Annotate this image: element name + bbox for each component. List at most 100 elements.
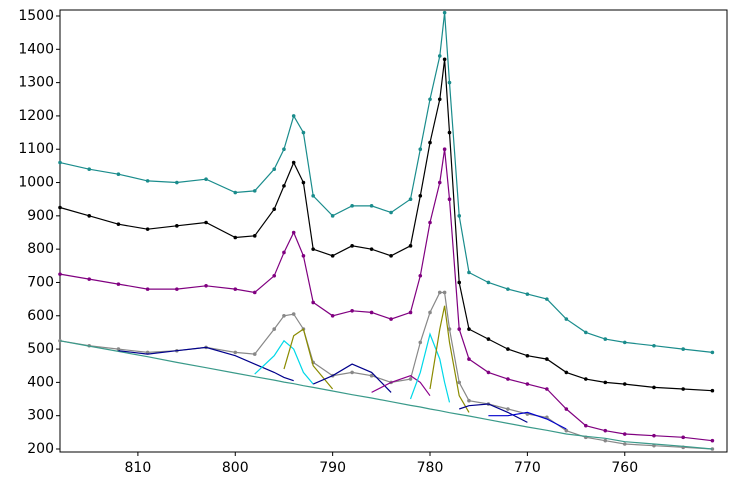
data-point [681, 387, 685, 391]
data-point [408, 310, 413, 315]
data-point [710, 350, 715, 355]
data-point [564, 407, 569, 411]
data-point [389, 254, 393, 258]
data-point [311, 300, 315, 305]
data-point [418, 340, 423, 345]
data-point [408, 244, 413, 248]
data-point [603, 337, 608, 341]
data-point [87, 214, 92, 218]
data-point [622, 432, 627, 436]
data-point [545, 387, 549, 391]
series-line [59, 291, 713, 450]
data-point [564, 370, 569, 375]
data-point [301, 254, 306, 258]
data-point [437, 180, 442, 185]
data-point [145, 287, 150, 291]
data-point [291, 114, 296, 118]
data-point [175, 224, 179, 228]
data-point [437, 97, 442, 102]
data-point [545, 357, 549, 361]
data-point [350, 308, 354, 313]
data-point [408, 197, 413, 201]
data-point [486, 337, 491, 341]
data-point [389, 317, 393, 321]
data-point [428, 140, 432, 145]
data-point [486, 370, 491, 375]
data-point [272, 167, 277, 172]
data-point [603, 428, 608, 433]
data-point [486, 280, 491, 285]
data-point [418, 273, 423, 278]
data-point [467, 398, 471, 403]
series-line [459, 403, 528, 423]
data-point [233, 190, 238, 195]
data-point [710, 438, 715, 443]
data-point [584, 330, 588, 335]
series-line [59, 340, 713, 450]
x-tick-label: 770 [514, 460, 541, 476]
y-tick-label: 1200 [18, 108, 54, 124]
data-point [233, 350, 238, 355]
data-point [330, 214, 335, 218]
series-line [488, 411, 567, 430]
data-point [584, 423, 588, 428]
data-point [437, 54, 442, 58]
data-point [116, 282, 121, 286]
data-point [282, 250, 286, 255]
y-tick-label: 1300 [18, 75, 54, 91]
data-point [58, 160, 62, 165]
series-line [118, 346, 294, 382]
data-point [457, 214, 462, 218]
data-point [291, 230, 296, 235]
data-point [350, 244, 354, 248]
data-point [506, 287, 510, 291]
x-tick-label: 800 [222, 460, 249, 476]
plot-frame [59, 9, 728, 453]
y-tick-label: 1400 [18, 41, 54, 57]
data-point [525, 292, 530, 296]
data-point [442, 10, 447, 15]
data-point [442, 57, 447, 62]
data-point [652, 443, 656, 448]
series-line [283, 328, 334, 390]
data-point [418, 147, 423, 152]
data-point [350, 370, 354, 375]
data-point [442, 147, 447, 152]
data-point [233, 235, 238, 240]
data-point [622, 442, 627, 446]
data-point [564, 317, 569, 321]
series-line [409, 332, 451, 403]
data-point [467, 327, 471, 331]
data-point [369, 310, 374, 315]
data-point [145, 350, 150, 355]
data-point [389, 210, 393, 215]
y-tick-label: 900 [27, 208, 54, 224]
data-point [291, 312, 296, 316]
data-point [145, 227, 150, 231]
data-point [311, 194, 315, 198]
data-point [282, 313, 286, 318]
data-point [233, 287, 238, 291]
y-tick-label: 1000 [18, 175, 54, 191]
data-point [457, 380, 462, 385]
data-point [369, 373, 374, 378]
data-point [447, 130, 452, 135]
data-point [116, 222, 121, 226]
data-point [252, 352, 257, 356]
series-line [59, 149, 713, 442]
x-tick-label: 810 [125, 460, 152, 476]
data-point [622, 340, 627, 345]
y-tick-label: 400 [27, 374, 54, 390]
data-point [350, 204, 354, 208]
data-point [204, 177, 208, 182]
data-point [145, 179, 150, 183]
data-point [204, 283, 208, 288]
series-line [312, 363, 392, 393]
data-point [418, 194, 423, 198]
data-point [252, 189, 257, 193]
data-point [506, 377, 510, 381]
data-point [506, 407, 510, 411]
data-point [272, 273, 277, 278]
data-point [428, 310, 432, 315]
y-tick-label: 800 [27, 241, 54, 257]
